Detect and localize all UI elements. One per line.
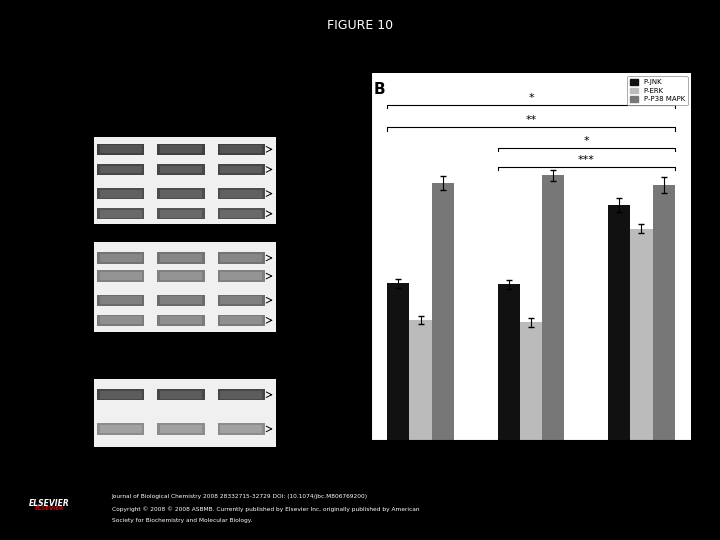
Text: P-ERK: P-ERK xyxy=(314,262,344,272)
Bar xyxy=(431,183,454,440)
Text: 42KD: 42KD xyxy=(285,318,303,323)
Text: 43KD: 43KD xyxy=(285,426,303,432)
Bar xyxy=(608,205,631,440)
Text: JNK: JNK xyxy=(314,199,332,208)
Text: ERK: ERK xyxy=(314,306,334,315)
Text: ELSEVIER: ELSEVIER xyxy=(35,507,63,511)
Bar xyxy=(387,283,410,440)
Text: p38 MAPK: p38 MAPK xyxy=(314,424,365,434)
Text: 44KD: 44KD xyxy=(285,297,303,303)
Text: 42KD: 42KD xyxy=(285,273,303,279)
Text: ***: *** xyxy=(578,156,595,165)
Text: 44KD: 44KD xyxy=(285,255,303,261)
Text: Severe CHB: Severe CHB xyxy=(238,47,276,85)
Bar xyxy=(631,228,652,440)
Text: A: A xyxy=(89,77,101,92)
Text: Mild CHB: Mild CHB xyxy=(180,54,211,85)
Text: 54KD: 54KD xyxy=(285,191,303,197)
Text: ELSEVIER: ELSEVIER xyxy=(29,500,70,509)
Bar xyxy=(520,322,542,440)
Text: Copyright © 2008 © 2008 ASBMB. Currently published by Elsevier Inc, originally p: Copyright © 2008 © 2008 ASBMB. Currently… xyxy=(112,506,419,511)
Text: B: B xyxy=(374,83,386,97)
Bar xyxy=(498,285,520,440)
Bar xyxy=(410,320,431,440)
Text: 43KD: 43KD xyxy=(285,392,303,398)
Legend: P-JNK, P-ERK, P-P38 MAPK: P-JNK, P-ERK, P-P38 MAPK xyxy=(627,76,688,105)
Text: *: * xyxy=(583,136,589,146)
Bar xyxy=(652,185,675,440)
Text: P-JNK: P-JNK xyxy=(314,155,342,164)
Y-axis label: Densitometry of phosphorylation: Densitometry of phosphorylation xyxy=(324,181,333,332)
Text: Journal of Biological Chemistry 2008 28332715-32729 DOI: (10.1074/jbc.M806769200: Journal of Biological Chemistry 2008 283… xyxy=(112,494,368,499)
Bar xyxy=(94,379,276,447)
Text: Society for Biochemistry and Molecular Biology.: Society for Biochemistry and Molecular B… xyxy=(112,518,252,523)
Bar xyxy=(94,242,276,333)
Text: 46KD: 46KD xyxy=(285,166,303,172)
Text: P-p38 MAPK: P-p38 MAPK xyxy=(314,390,376,399)
Bar xyxy=(542,176,564,440)
Text: 54KD: 54KD xyxy=(285,146,303,152)
Text: Healthy control: Healthy control xyxy=(120,37,168,85)
Text: *: * xyxy=(528,93,534,103)
Text: 46KD: 46KD xyxy=(285,211,303,217)
Text: **: ** xyxy=(526,116,536,125)
Bar xyxy=(94,137,276,224)
Text: FIGURE 10: FIGURE 10 xyxy=(327,19,393,32)
